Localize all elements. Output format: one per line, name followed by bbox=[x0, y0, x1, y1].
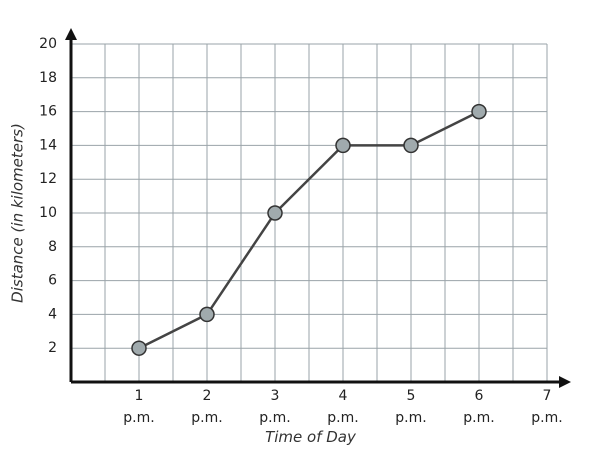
y-tick-label: 12 bbox=[39, 171, 57, 187]
y-tick-label: 18 bbox=[39, 70, 57, 86]
x-axis-label: Time of Day bbox=[265, 428, 356, 446]
x-tick-label: 6 p.m. bbox=[463, 388, 495, 426]
x-tick-label: 1 p.m. bbox=[123, 388, 155, 426]
x-axis-arrow bbox=[559, 376, 571, 388]
data-point bbox=[199, 306, 215, 323]
x-tick-label: 7 p.m. bbox=[531, 388, 563, 426]
data-line bbox=[138, 110, 480, 350]
x-tick-label: 2 p.m. bbox=[191, 388, 223, 426]
y-tick-label: 2 bbox=[48, 340, 57, 356]
y-tick-label: 4 bbox=[48, 306, 57, 322]
y-tick-label: 20 bbox=[39, 36, 57, 52]
data-point bbox=[267, 205, 283, 221]
y-axis-arrow bbox=[65, 28, 77, 40]
y-tick-label: 16 bbox=[39, 104, 57, 120]
y-tick-label: 14 bbox=[39, 137, 57, 153]
y-tick-label: 6 bbox=[48, 273, 57, 289]
y-tick-label: 10 bbox=[39, 205, 57, 221]
x-tick-label: 3 p.m. bbox=[259, 388, 291, 426]
data-point bbox=[471, 103, 487, 120]
y-tick-label: 8 bbox=[48, 239, 57, 255]
data-point bbox=[335, 137, 351, 154]
x-tick-label: 4 p.m. bbox=[327, 388, 359, 426]
x-tick-label: 5 p.m. bbox=[395, 388, 427, 426]
data-point bbox=[131, 340, 147, 356]
data-point bbox=[403, 137, 419, 154]
y-axis-label: Distance (in kilometers) bbox=[9, 123, 27, 303]
